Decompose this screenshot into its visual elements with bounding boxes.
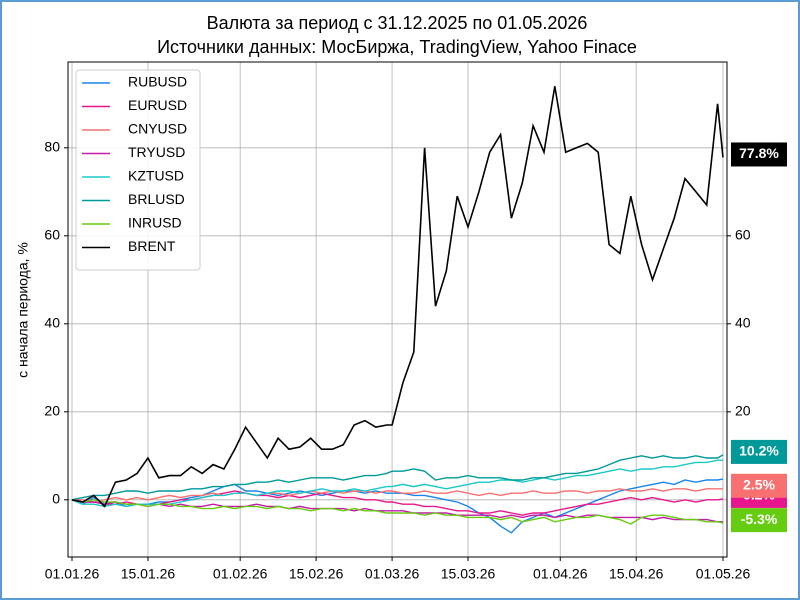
end-label: -5.3%	[741, 511, 778, 527]
chart-title: Валюта за период с 31.12.2025 по 01.05.2…	[207, 13, 588, 33]
y2-tick-label: 40	[735, 315, 751, 331]
legend-label: RUBUSD	[128, 74, 187, 90]
series-line	[71, 86, 724, 508]
x-tick-label: 15.03.26	[441, 566, 496, 582]
end-label-box	[731, 473, 787, 498]
series-line	[72, 488, 723, 503]
legend-label: KZTUSD	[128, 168, 184, 184]
y-tick-label: 20	[44, 403, 60, 419]
x-tick-label: 01.04.26	[533, 566, 588, 582]
x-tick-label: 01.02.26	[213, 566, 268, 582]
end-label: 2.5%	[743, 477, 775, 493]
x-tick-label: 15.01.26	[121, 566, 176, 582]
series-line	[71, 459, 723, 508]
plot-frame	[67, 61, 728, 558]
series-line	[71, 499, 724, 525]
x-tick-label: 01.03.26	[365, 566, 420, 582]
series-line	[71, 454, 724, 501]
series-line	[71, 499, 723, 523]
legend-label: TRYUSD	[128, 144, 185, 160]
end-label: 77.8%	[739, 145, 779, 161]
legend-label: INRUSD	[128, 215, 182, 231]
legend-label: EURUSD	[128, 97, 187, 113]
legend-label: BRLUSD	[128, 191, 185, 207]
legend-box	[75, 69, 201, 271]
chart-subtitle: Источники данных: МосБиржа, TradingView,…	[157, 37, 637, 57]
y-tick-label: 0	[52, 491, 60, 507]
series-line	[71, 490, 724, 516]
x-tick-label: 15.02.26	[289, 566, 344, 582]
y-tick-label: 60	[44, 227, 60, 243]
end-label-box	[731, 508, 787, 533]
y-tick-label: 40	[44, 315, 60, 331]
end-label-box	[731, 142, 787, 167]
y2-tick-label: 60	[735, 227, 751, 243]
end-label-box	[731, 439, 787, 464]
x-tick-label: 01.01.26	[45, 566, 100, 582]
y-axis-label: с начала периода, %	[15, 242, 31, 378]
legend-label: CNYUSD	[128, 121, 187, 137]
x-tick-label: 01.05.26	[696, 566, 751, 582]
end-label: 10.2%	[739, 443, 779, 459]
x-tick-label: 15.04.26	[609, 566, 664, 582]
y-tick-label: 80	[44, 139, 60, 155]
y2-tick-label: 20	[735, 403, 751, 419]
legend-label: BRENT	[128, 238, 176, 254]
